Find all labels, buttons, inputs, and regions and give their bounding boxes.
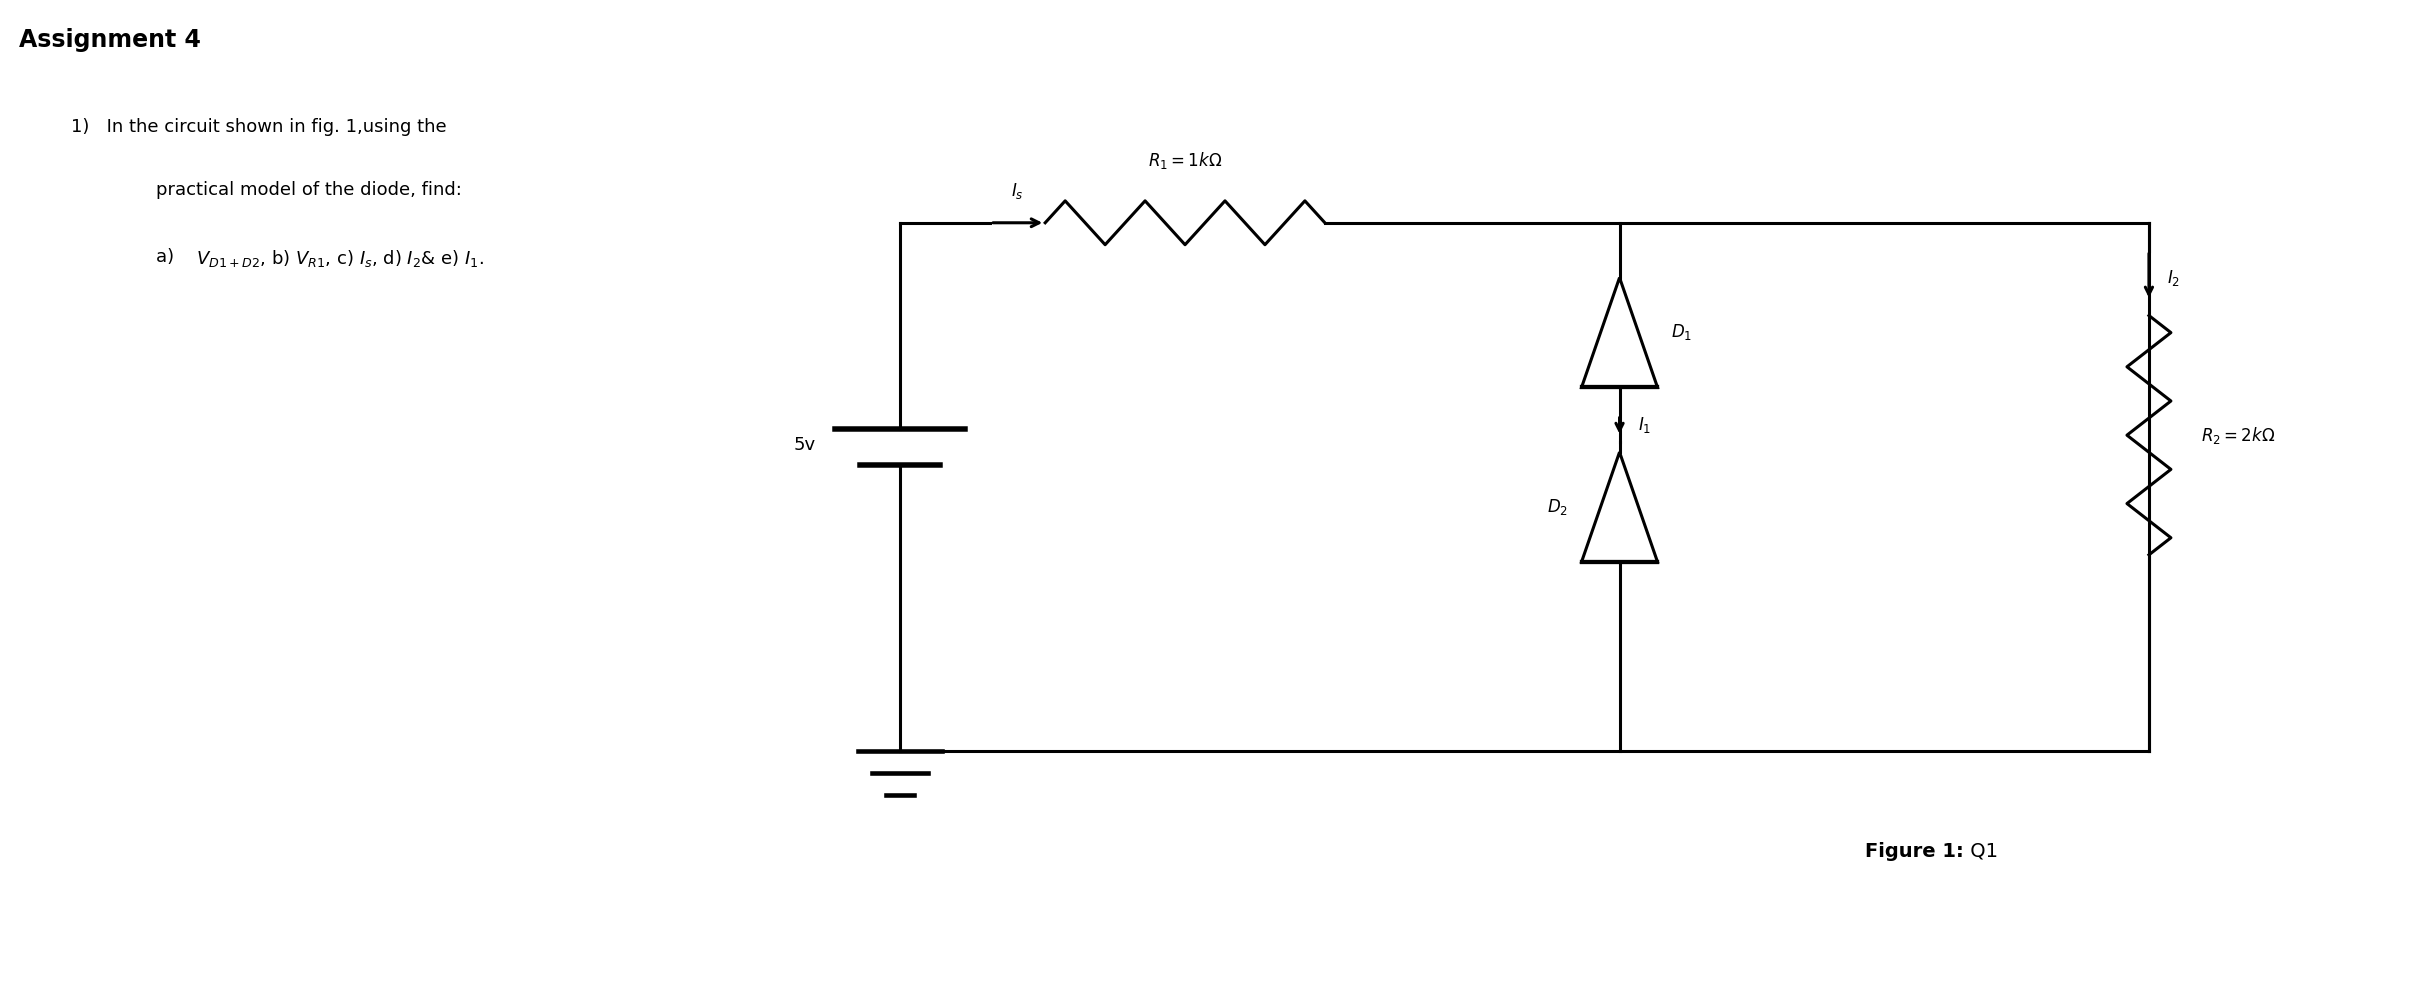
Text: $R_2= 2k\Omega$: $R_2= 2k\Omega$ [2200, 425, 2275, 446]
Text: Assignment 4: Assignment 4 [19, 28, 202, 52]
Text: $I_1$: $I_1$ [1637, 415, 1652, 435]
Text: $I_s$: $I_s$ [1011, 180, 1023, 200]
Text: $D_2$: $D_2$ [1547, 497, 1569, 517]
Text: $V_{D1+D2}$, b) $V_{R1}$, c) $I_s$, d) $I_2$& e) $I_1$.: $V_{D1+D2}$, b) $V_{R1}$, c) $I_s$, d) $… [197, 247, 485, 269]
Text: Figure 1:: Figure 1: [1866, 842, 1963, 861]
Text: $R_1= 1k\Omega$: $R_1= 1k\Omega$ [1147, 150, 1223, 171]
Text: Q1: Q1 [1963, 842, 1998, 861]
Text: 1)   In the circuit shown in fig. 1,using the: 1) In the circuit shown in fig. 1,using … [71, 118, 446, 136]
Text: a): a) [156, 247, 192, 266]
Text: $I_2$: $I_2$ [2168, 269, 2180, 289]
Text: practical model of the diode, find:: practical model of the diode, find: [156, 181, 463, 198]
Text: $D_1$: $D_1$ [1671, 323, 1693, 343]
Text: 5v: 5v [794, 436, 816, 454]
